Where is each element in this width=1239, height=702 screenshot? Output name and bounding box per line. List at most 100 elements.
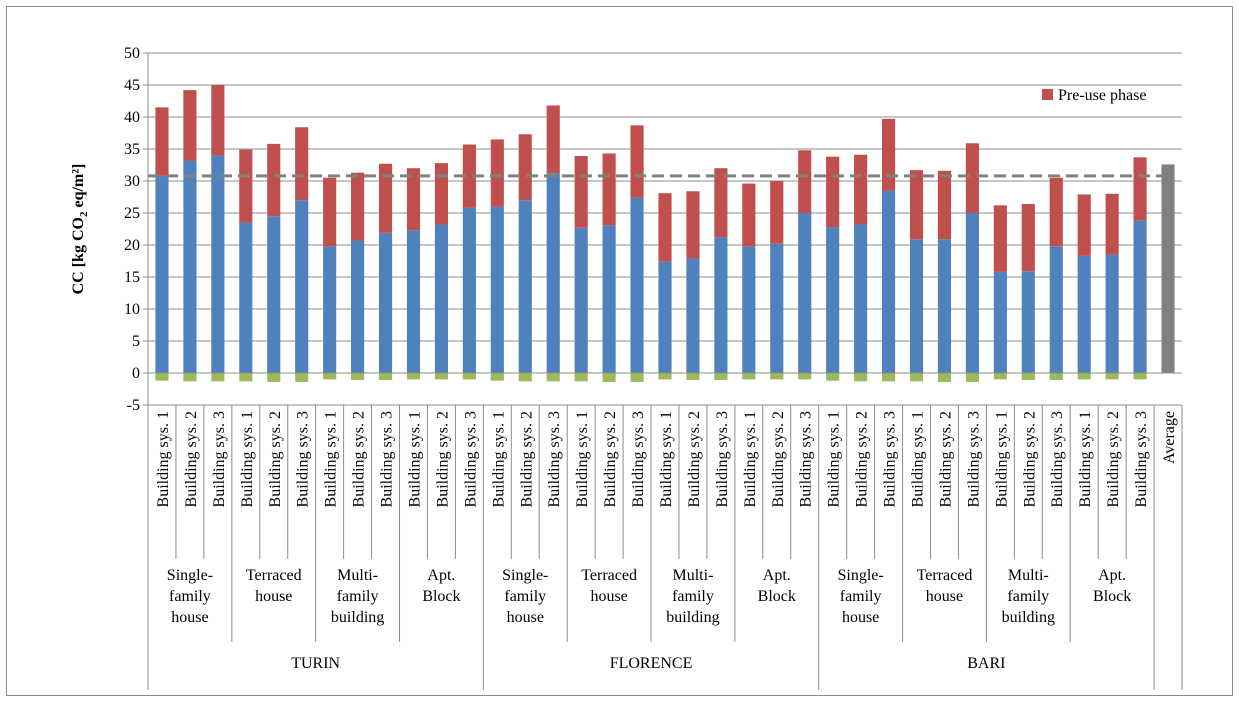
building-type-label: Terraced [917, 567, 973, 584]
x-axis: Building sys. 1 Building sys. 2 Building s… [147, 372, 1183, 690]
bar-segment-series-2 [462, 373, 476, 380]
bar-segment-series-2 [1133, 373, 1147, 380]
bar-segment-pre-use [686, 191, 700, 259]
bar-segment-series-0 [211, 155, 225, 373]
bar-segment-series-2 [1077, 373, 1091, 380]
legend-swatch-pre-use [1042, 89, 1053, 100]
bar-segment-series-0 [630, 197, 644, 373]
bar-segment-series-0 [937, 239, 952, 373]
category-label: Building sys. 3 [295, 411, 312, 507]
category-label: Building sys. 3 [630, 411, 647, 507]
building-type-label: house [590, 588, 627, 605]
category-label: Building sys. 1 [658, 411, 675, 507]
bar-segment-series-2 [854, 373, 868, 382]
bar-segment-series-2 [490, 373, 504, 381]
bar-segment-series-0 [1133, 220, 1147, 373]
chart-frame: -5 0 5 10 15 20 25 30 35 40 45 50 Building sys. 1 Bu… [6, 6, 1233, 696]
bar-segment-series-0 [1049, 246, 1063, 373]
bar-segment-series-0 [686, 258, 700, 373]
bar-segment-series-0 [882, 190, 896, 373]
y-tick-label: 35 [124, 141, 140, 158]
bar-segment-series-2 [770, 373, 784, 380]
building-type-label: Terraced [581, 567, 637, 584]
category-label: Building sys. 2 [518, 411, 535, 507]
bar-segment-pre-use [1077, 194, 1091, 256]
bar-segment-pre-use [490, 139, 504, 207]
building-type-label: family [672, 588, 714, 605]
city-label: FLORENCE [610, 655, 693, 672]
legend: Pre-use phase [1042, 87, 1146, 104]
bar-segment-series-2 [546, 373, 560, 382]
bar-segment-pre-use [742, 183, 756, 247]
bar-segment-pre-use [937, 170, 952, 240]
category-label: Building sys. 2 [602, 411, 619, 507]
bar-segment-pre-use [826, 156, 840, 228]
bar-segment-pre-use [267, 143, 281, 217]
building-type-label: Multi- [337, 567, 378, 584]
bar-segment-series-2 [378, 373, 393, 381]
bar-segment-series-2 [798, 373, 812, 380]
bar-segment-series-0 [546, 173, 560, 373]
building-type-label: building [1002, 609, 1055, 626]
bar-segment-series-0 [742, 246, 756, 373]
category-label: Building sys. 1 [993, 411, 1010, 507]
bar-segment-series-2 [826, 373, 840, 381]
bar-segment-series-0 [1077, 255, 1091, 373]
bar-segment-series-2 [630, 373, 644, 382]
building-type-label: Block [1093, 588, 1131, 605]
building-type-label: Block [758, 588, 796, 605]
y-tick-label: 50 [124, 45, 140, 62]
bar-segment-pre-use [574, 156, 588, 228]
bar-segment-series-2 [155, 373, 169, 381]
bar-segment-series-0 [462, 207, 476, 373]
bar-segment-pre-use [434, 163, 448, 225]
bar-segment-pre-use [658, 193, 672, 262]
bar-segment-pre-use [155, 107, 169, 176]
category-label: Building sys. 1 [239, 411, 256, 507]
bar-segment-series-2 [183, 373, 197, 382]
building-type-label: Block [422, 588, 460, 605]
bar-segment-pre-use [378, 163, 393, 233]
category-label: Building sys. 3 [1049, 411, 1066, 507]
category-label: Building sys. 2 [937, 411, 954, 507]
bar-segment-series-0 [378, 232, 393, 373]
category-label: Building sys. 1 [574, 411, 591, 507]
category-label: Building sys. 2 [267, 411, 284, 507]
category-label: Building sys. 1 [490, 411, 507, 507]
category-label: Building sys. 2 [1021, 411, 1038, 507]
bar-segment-series-3 [1161, 164, 1175, 373]
bar-segment-series-2 [937, 373, 952, 382]
y-tick-label: 20 [124, 237, 140, 254]
building-type-label: house [507, 609, 544, 626]
bar-segment-series-2 [882, 373, 896, 382]
bar-segment-series-0 [239, 222, 253, 373]
bar-segment-series-0 [434, 224, 448, 373]
bar-segment-pre-use [854, 154, 868, 225]
bar-segment-pre-use [1105, 193, 1119, 255]
bar-segment-series-2 [993, 373, 1007, 380]
bar-segment-series-0 [490, 206, 504, 373]
bar-segment-pre-use [1021, 204, 1035, 272]
bar-segment-series-2 [742, 373, 756, 380]
bar-segment-pre-use [993, 205, 1007, 272]
category-label: Building sys. 3 [714, 411, 731, 507]
y-tick-label: 30 [124, 173, 140, 190]
category-label: Building sys. 1 [406, 411, 423, 507]
bar-segment-series-2 [406, 373, 421, 380]
bar-segment-series-2 [602, 373, 616, 382]
bar-segment-series-0 [183, 160, 197, 373]
bar-segment-pre-use [406, 168, 421, 231]
bar-segment-pre-use [770, 181, 784, 244]
y-tick-label: 5 [132, 333, 140, 350]
category-label: Building sys. 3 [798, 411, 815, 507]
bar-segment-pre-use [211, 85, 225, 156]
bar-segment-series-2 [267, 373, 281, 382]
building-type-label: Multi- [1008, 567, 1049, 584]
bar-segment-series-0 [351, 240, 365, 373]
y-tick-label: 0 [132, 365, 140, 382]
category-label: Building sys. 2 [854, 411, 871, 507]
category-label: Building sys. 1 [910, 411, 927, 507]
bar-segment-series-2 [239, 373, 253, 382]
bar-segment-series-2 [1021, 373, 1035, 381]
